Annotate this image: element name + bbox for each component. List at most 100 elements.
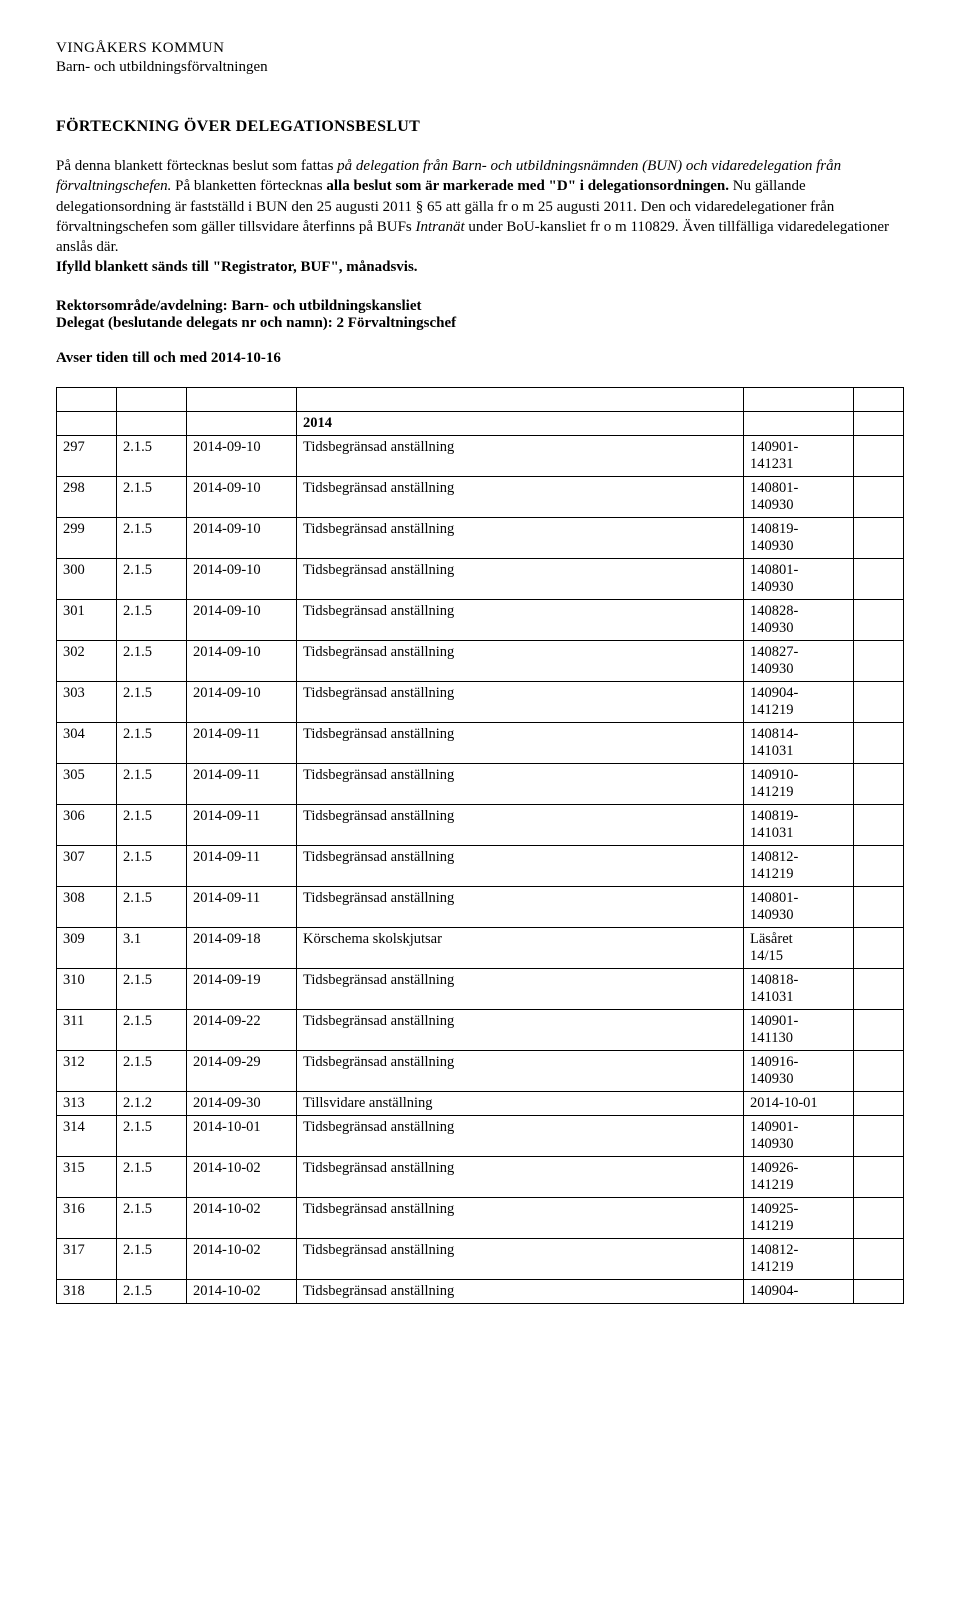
table-row: 3052.1.52014-09-11Tidsbegränsad anställn… bbox=[57, 763, 904, 804]
table-cell: 308 bbox=[57, 886, 117, 927]
meta-line1-label: Rektorsområde/avdelning: bbox=[56, 298, 231, 314]
table-year-row: 2014 bbox=[57, 411, 904, 435]
table-cell: 301 bbox=[57, 599, 117, 640]
table-cell: 2.1.5 bbox=[117, 968, 187, 1009]
table-cell: 140819-141031 bbox=[744, 804, 854, 845]
intro-strong: alla beslut som är markerade med "D" i d… bbox=[326, 178, 729, 194]
table-row: 3072.1.52014-09-11Tidsbegränsad anställn… bbox=[57, 845, 904, 886]
table-cell: 313 bbox=[57, 1091, 117, 1115]
table-cell bbox=[854, 558, 904, 599]
table-cell bbox=[854, 763, 904, 804]
table-cell: 309 bbox=[57, 927, 117, 968]
table-cell: 140801-140930 bbox=[744, 476, 854, 517]
table-cell: 140910-141219 bbox=[744, 763, 854, 804]
meta-line2-value: 2 Förvaltningschef bbox=[337, 315, 457, 331]
table-cell: Tidsbegränsad anställning bbox=[297, 1279, 744, 1303]
table-cell: 311 bbox=[57, 1009, 117, 1050]
table-cell: 2014-09-10 bbox=[187, 435, 297, 476]
meta-block: Rektorsområde/avdelning: Barn- och utbil… bbox=[56, 298, 904, 332]
table-cell: 304 bbox=[57, 722, 117, 763]
table-cell: Tidsbegränsad anställning bbox=[297, 968, 744, 1009]
table-cell: 302 bbox=[57, 640, 117, 681]
table-row: 3152.1.52014-10-02Tidsbegränsad anställn… bbox=[57, 1156, 904, 1197]
table-cell: 314 bbox=[57, 1115, 117, 1156]
decisions-table: 2014 2972.1.52014-09-10Tidsbegränsad ans… bbox=[56, 387, 904, 1304]
table-cell: 2014-09-11 bbox=[187, 845, 297, 886]
table-cell: 140925-141219 bbox=[744, 1197, 854, 1238]
table-cell bbox=[854, 1156, 904, 1197]
table-cell: 303 bbox=[57, 681, 117, 722]
table-cell: 2.1.2 bbox=[117, 1091, 187, 1115]
table-row: 3132.1.22014-09-30Tillsvidare anställnin… bbox=[57, 1091, 904, 1115]
table-row: 3022.1.52014-09-10Tidsbegränsad anställn… bbox=[57, 640, 904, 681]
table-cell: 317 bbox=[57, 1238, 117, 1279]
table-cell: 305 bbox=[57, 763, 117, 804]
table-row: 3012.1.52014-09-10Tidsbegränsad anställn… bbox=[57, 599, 904, 640]
table-cell: 140916-140930 bbox=[744, 1050, 854, 1091]
table-cell: 2.1.5 bbox=[117, 1156, 187, 1197]
table-cell: 2.1.5 bbox=[117, 681, 187, 722]
table-row: 3002.1.52014-09-10Tidsbegränsad anställn… bbox=[57, 558, 904, 599]
table-cell: 2014-09-18 bbox=[187, 927, 297, 968]
intro-prefix: På denna blankett förtecknas beslut som … bbox=[56, 158, 337, 174]
table-cell: 2014-09-10 bbox=[187, 640, 297, 681]
table-row: 3093.12014-09-18Körschema skolskjutsarLä… bbox=[57, 927, 904, 968]
table-cell: Tidsbegränsad anställning bbox=[297, 722, 744, 763]
table-cell: 2014-09-11 bbox=[187, 886, 297, 927]
table-row: 3172.1.52014-10-02Tidsbegränsad anställn… bbox=[57, 1238, 904, 1279]
table-cell: 300 bbox=[57, 558, 117, 599]
table-cell: 2.1.5 bbox=[117, 804, 187, 845]
table-row: 2982.1.52014-09-10Tidsbegränsad anställn… bbox=[57, 476, 904, 517]
table-cell: 140814-141031 bbox=[744, 722, 854, 763]
table-cell: Tidsbegränsad anställning bbox=[297, 845, 744, 886]
table-cell: 140901-141130 bbox=[744, 1009, 854, 1050]
period-line: Avser tiden till och med 2014-10-16 bbox=[56, 350, 904, 367]
table-row: 3102.1.52014-09-19Tidsbegränsad anställn… bbox=[57, 968, 904, 1009]
table-cell: Tidsbegränsad anställning bbox=[297, 1238, 744, 1279]
table-cell: Tidsbegränsad anställning bbox=[297, 886, 744, 927]
table-cell: 2.1.5 bbox=[117, 517, 187, 558]
table-cell: 140828-140930 bbox=[744, 599, 854, 640]
table-cell bbox=[854, 1050, 904, 1091]
table-cell: Tidsbegränsad anställning bbox=[297, 517, 744, 558]
table-cell: 2014-09-30 bbox=[187, 1091, 297, 1115]
table-cell: 2014-09-19 bbox=[187, 968, 297, 1009]
table-row: 3032.1.52014-09-10Tidsbegränsad anställn… bbox=[57, 681, 904, 722]
table-cell: 2.1.5 bbox=[117, 845, 187, 886]
table-cell: 140812-141219 bbox=[744, 845, 854, 886]
table-cell: 2014-09-11 bbox=[187, 722, 297, 763]
document-title: FÖRTECKNING ÖVER DELEGATIONSBESLUT bbox=[56, 118, 904, 136]
table-cell: Tidsbegränsad anställning bbox=[297, 435, 744, 476]
table-cell: 2014-09-10 bbox=[187, 681, 297, 722]
intro-paragraph: På denna blankett förtecknas beslut som … bbox=[56, 156, 904, 278]
table-row: 2972.1.52014-09-10Tidsbegränsad anställn… bbox=[57, 435, 904, 476]
year-cell: 2014 bbox=[297, 411, 744, 435]
table-cell bbox=[854, 1238, 904, 1279]
table-cell: 312 bbox=[57, 1050, 117, 1091]
table-cell: 2014-09-10 bbox=[187, 558, 297, 599]
table-cell: Tillsvidare anställning bbox=[297, 1091, 744, 1115]
table-cell bbox=[854, 476, 904, 517]
table-cell: Tidsbegränsad anställning bbox=[297, 1050, 744, 1091]
table-cell: 2.1.5 bbox=[117, 1009, 187, 1050]
table-cell: 2014-10-01 bbox=[744, 1091, 854, 1115]
table-cell bbox=[854, 435, 904, 476]
table-cell: 297 bbox=[57, 435, 117, 476]
table-cell: Tidsbegränsad anställning bbox=[297, 558, 744, 599]
dept-name: Barn- och utbildningsförvaltningen bbox=[56, 59, 904, 76]
table-cell bbox=[854, 1115, 904, 1156]
table-cell: 2014-09-22 bbox=[187, 1009, 297, 1050]
table-cell: 140904-141219 bbox=[744, 681, 854, 722]
table-cell: 2014-09-10 bbox=[187, 517, 297, 558]
table-cell: 310 bbox=[57, 968, 117, 1009]
table-cell: 298 bbox=[57, 476, 117, 517]
table-cell: 140901-140930 bbox=[744, 1115, 854, 1156]
table-cell: 307 bbox=[57, 845, 117, 886]
table-cell: 2.1.5 bbox=[117, 722, 187, 763]
table-cell: 2014-09-11 bbox=[187, 804, 297, 845]
table-cell: 2.1.5 bbox=[117, 476, 187, 517]
table-row: 3112.1.52014-09-22Tidsbegränsad anställn… bbox=[57, 1009, 904, 1050]
table-row: 3142.1.52014-10-01Tidsbegränsad anställn… bbox=[57, 1115, 904, 1156]
table-cell: 299 bbox=[57, 517, 117, 558]
table-cell: 2014-10-01 bbox=[187, 1115, 297, 1156]
